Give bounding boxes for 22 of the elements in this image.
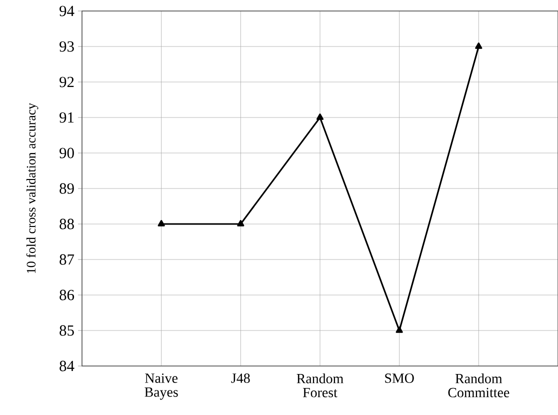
x-tick-label: Naive Bayes bbox=[144, 374, 178, 400]
x-tick-label: J48 bbox=[231, 374, 250, 383]
point bbox=[316, 114, 324, 120]
y-tick-label: 86 bbox=[60, 290, 74, 300]
point bbox=[475, 42, 482, 49]
y-tick-label: 89 bbox=[60, 183, 74, 194]
y-tick-label: 85 bbox=[60, 325, 74, 336]
y-axis-title: 10 fold cross validation accuracy bbox=[26, 102, 38, 273]
x-tick-label: SMO bbox=[385, 374, 414, 383]
x-tick-label: Random Committee bbox=[448, 373, 510, 398]
y-tick-label: 91 bbox=[60, 112, 74, 123]
point bbox=[396, 326, 403, 333]
y-tick-label: 94 bbox=[60, 6, 74, 16]
point bbox=[237, 220, 244, 226]
y-tick-label: 93 bbox=[60, 41, 74, 52]
y-tick-label: 90 bbox=[60, 148, 74, 158]
point bbox=[158, 220, 165, 226]
y-tick-label: 87 bbox=[60, 254, 74, 265]
y-tick-label: 88 bbox=[60, 218, 74, 230]
y-tick-label: 92 bbox=[60, 76, 74, 88]
x-tick-label: Random Forest bbox=[296, 373, 344, 398]
y-tick-label: 84 bbox=[60, 360, 74, 372]
